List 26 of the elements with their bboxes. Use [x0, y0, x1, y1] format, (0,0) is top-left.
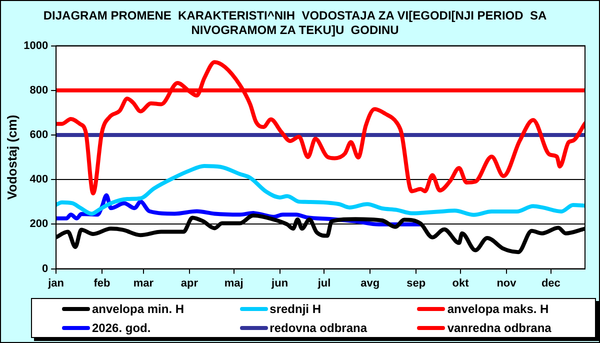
- y-tick-label: 600: [30, 129, 48, 142]
- legend-label: redovna odbrana: [270, 320, 368, 334]
- legend-label: anvelopa min. H: [92, 302, 184, 316]
- x-tick-label: jan: [47, 277, 64, 290]
- chart-title: DIJAGRAM PROMENE KARAKTERISTI^NIH VODOSTAJA ZA VI[EGODI[NJI PERIOD SA NIVOGRAMOM ZA TEKU]U GODINU: [43, 8, 547, 37]
- x-tick-label: maj: [224, 277, 244, 290]
- x-tick-label: jun: [270, 277, 288, 290]
- x-tick-label: apr: [180, 277, 199, 290]
- legend-label: 2026. god.: [92, 320, 151, 334]
- y-tick-label: 400: [30, 174, 48, 186]
- y-tick-label: 0: [42, 262, 48, 275]
- y-tick-label: 1000: [24, 40, 48, 52]
- x-tick-label: avg: [360, 277, 380, 290]
- y-tick-label: 800: [30, 84, 48, 96]
- y-axis-title: Vodostaj (cm): [4, 114, 20, 200]
- x-tick-label: jul: [316, 277, 331, 290]
- legend-label: srednji H: [270, 302, 322, 316]
- x-tick-label: dec: [541, 277, 560, 290]
- x-tick-label: nov: [496, 277, 518, 290]
- legend-label: anvelopa maks. H: [447, 302, 549, 316]
- x-tick-label: sep: [406, 277, 426, 290]
- x-tick-label: feb: [94, 277, 111, 290]
- x-tick-label: okt: [452, 277, 470, 290]
- x-tick-label: mar: [133, 277, 154, 290]
- legend-label: vanredna odbrana: [447, 320, 552, 334]
- y-tick-label: 200: [30, 218, 48, 230]
